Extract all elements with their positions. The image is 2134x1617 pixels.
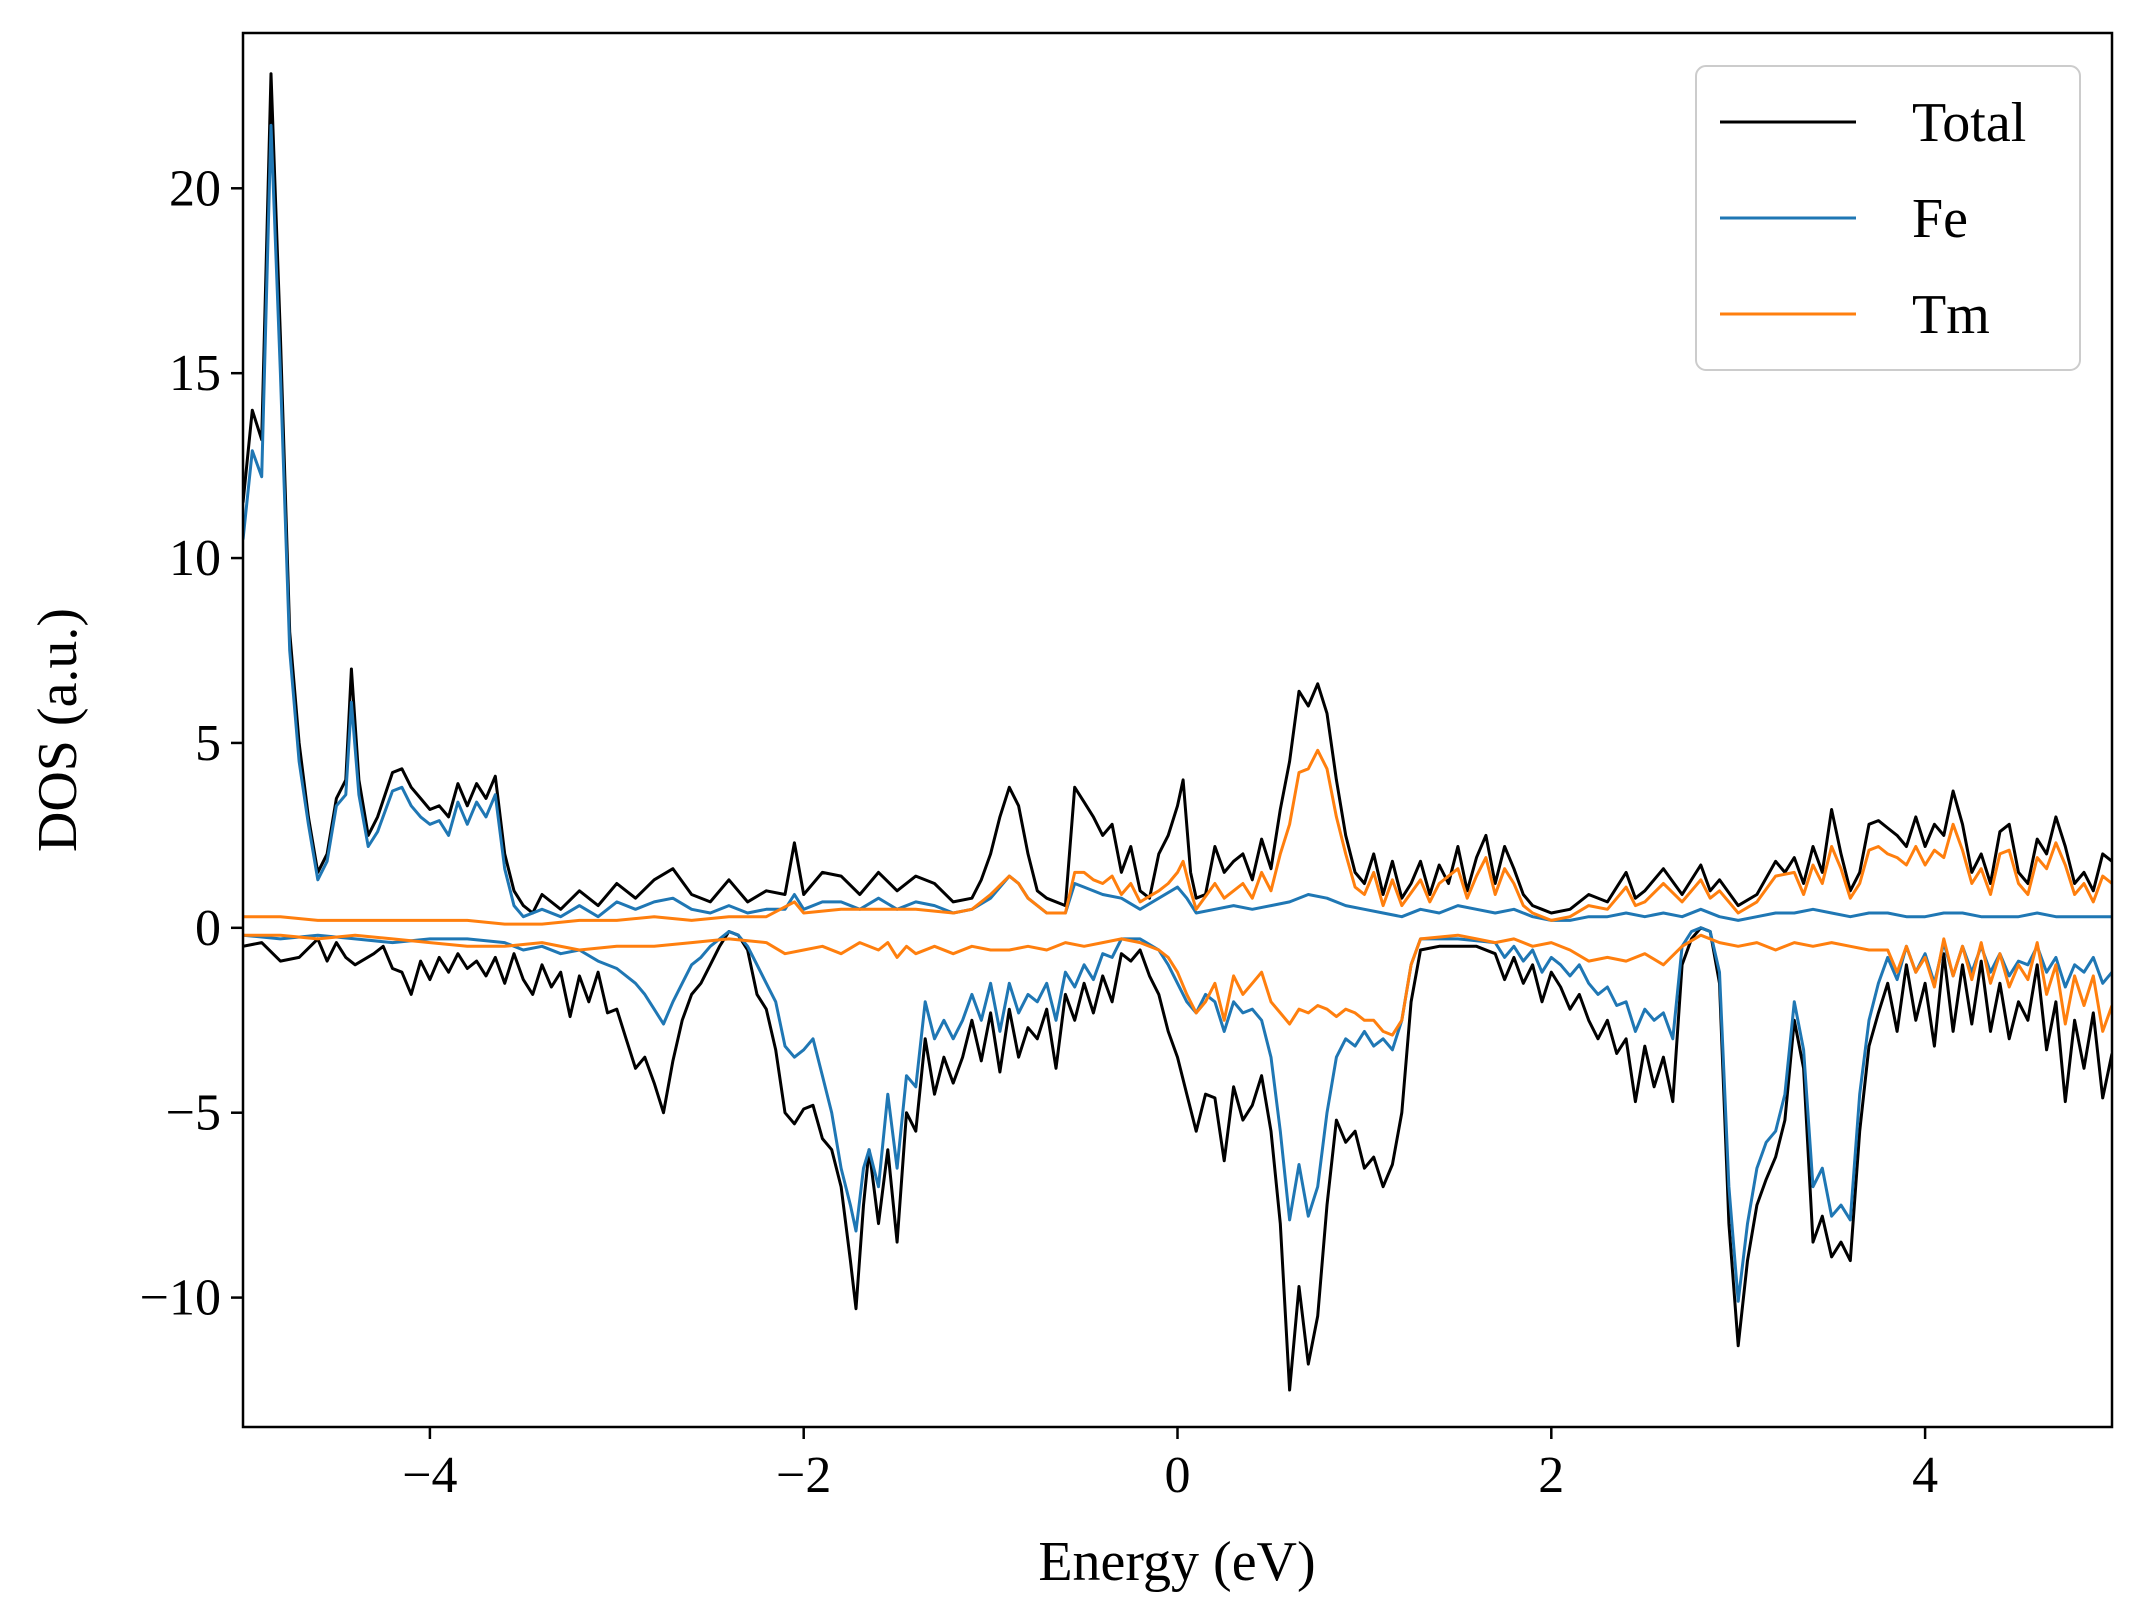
legend-label: Tm xyxy=(1912,284,1990,346)
x-axis: −4 −2 0 2 4 xyxy=(402,1427,1938,1504)
x-tick-label: 0 xyxy=(1165,1447,1191,1504)
y-tick-label: 15 xyxy=(169,345,221,402)
series-line-tm-spin-down xyxy=(243,933,2112,1037)
y-tick-label: −10 xyxy=(140,1270,221,1327)
y-tick-label: 5 xyxy=(195,715,221,772)
x-tick-label: 4 xyxy=(1912,1447,1938,1504)
series-layer xyxy=(243,72,2112,1392)
series-line-total-spin-down xyxy=(243,926,2112,1392)
y-tick-label: 20 xyxy=(169,160,221,217)
legend-box xyxy=(1695,65,2081,371)
y-axis: −10 −5 0 5 10 15 20 xyxy=(140,160,243,1327)
series-line-fe-spin-down xyxy=(243,926,2112,1303)
x-axis-title: Energy (eV) xyxy=(1038,1531,1315,1593)
y-tick-label: 10 xyxy=(169,530,221,587)
y-tick-label: 0 xyxy=(195,900,221,957)
x-tick-label: 2 xyxy=(1538,1447,1564,1504)
x-tick-label: −4 xyxy=(402,1447,457,1504)
series-line-tm-spin-up xyxy=(243,748,2112,926)
y-tick-label: −5 xyxy=(166,1085,221,1142)
legend: Total Fe Tm xyxy=(1695,65,2081,371)
legend-label: Fe xyxy=(1912,188,1968,250)
y-axis-title: DOS (a.u.) xyxy=(27,608,89,852)
series-line-total-spin-up xyxy=(243,72,2112,915)
legend-label: Total xyxy=(1912,92,2026,154)
x-tick-label: −2 xyxy=(776,1447,831,1504)
